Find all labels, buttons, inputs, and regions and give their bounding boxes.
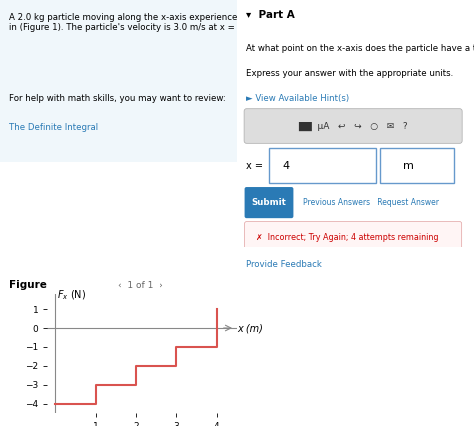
Text: $F_x$ (N): $F_x$ (N) — [57, 288, 87, 302]
Text: ► View Available Hint(s): ► View Available Hint(s) — [246, 94, 350, 103]
Text: A 2.0 kg particle moving along the x-axis experiences the force shown
in (Figure: A 2.0 kg particle moving along the x-axi… — [9, 13, 314, 32]
Text: Submit: Submit — [252, 198, 286, 207]
FancyBboxPatch shape — [245, 187, 293, 218]
FancyBboxPatch shape — [380, 148, 454, 183]
Text: ▾  Part A: ▾ Part A — [246, 10, 295, 20]
Text: x (m): x (m) — [237, 323, 263, 333]
Text: 4: 4 — [282, 161, 289, 170]
FancyBboxPatch shape — [244, 109, 462, 143]
FancyBboxPatch shape — [269, 148, 375, 183]
Text: Figure: Figure — [9, 280, 47, 291]
Text: m: m — [403, 161, 414, 170]
FancyBboxPatch shape — [245, 222, 462, 253]
Text: ✗  Incorrect; Try Again; 4 attempts remaining: ✗ Incorrect; Try Again; 4 attempts remai… — [256, 233, 438, 242]
Text: ██  µA   ↩   ↪   ○   ✉   ?: ██ µA ↩ ↪ ○ ✉ ? — [298, 121, 408, 131]
Text: Provide Feedback: Provide Feedback — [246, 259, 322, 269]
Text: At what point on the x-axis does the particle have a turning point?: At what point on the x-axis does the par… — [246, 44, 474, 54]
Text: Express your answer with the appropriate units.: Express your answer with the appropriate… — [246, 69, 454, 78]
Text: Previous Answers   Request Answer: Previous Answers Request Answer — [303, 198, 439, 207]
Text: The Definite Integral: The Definite Integral — [9, 123, 99, 132]
Text: For help with math skills, you may want to review:: For help with math skills, you may want … — [9, 94, 226, 103]
Text: x =: x = — [246, 161, 264, 170]
Text: ‹  1 of 1  ›: ‹ 1 of 1 › — [118, 281, 163, 290]
